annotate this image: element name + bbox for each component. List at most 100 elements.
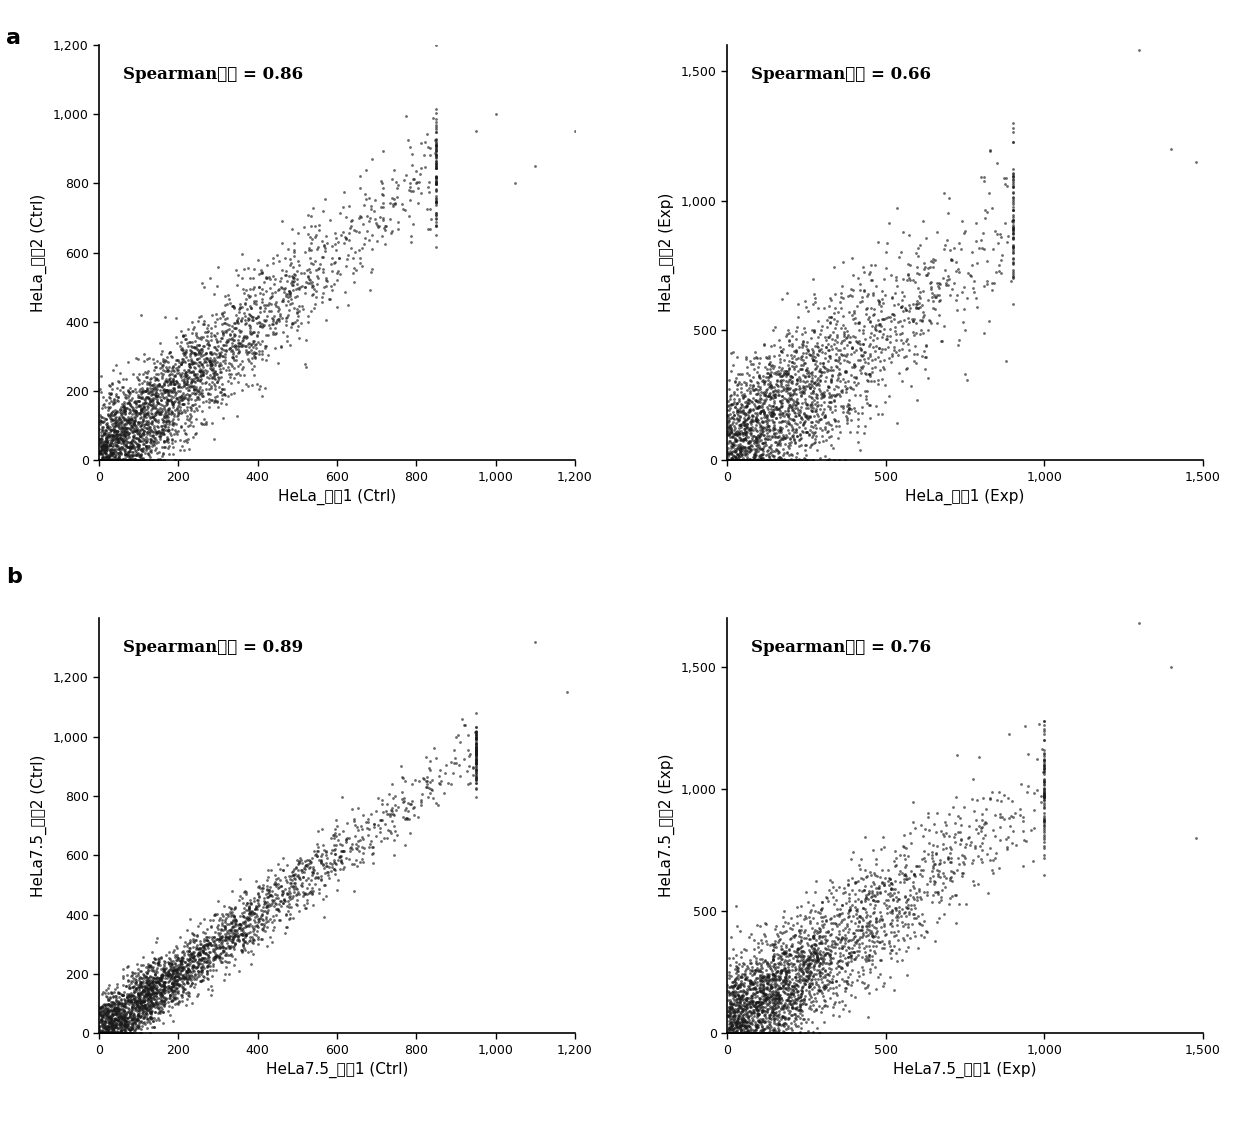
Point — [776, 990, 796, 1008]
Point — [863, 938, 883, 956]
Point — [125, 450, 145, 468]
Point — [740, 992, 760, 1010]
Point — [774, 1016, 794, 1034]
Point — [729, 1024, 749, 1042]
Point — [750, 450, 770, 468]
Point — [795, 436, 815, 454]
Point — [941, 861, 961, 879]
Point — [791, 941, 811, 959]
Point — [775, 429, 795, 447]
Point — [153, 986, 172, 1004]
Point — [140, 967, 160, 985]
Point — [361, 264, 381, 282]
Point — [776, 971, 796, 989]
Point — [773, 977, 792, 995]
Point — [154, 973, 174, 990]
Point — [754, 373, 774, 391]
Point — [151, 966, 171, 984]
Point — [95, 437, 115, 455]
Point — [727, 431, 746, 449]
Point — [138, 387, 157, 405]
Point — [791, 896, 811, 914]
Point — [200, 380, 219, 398]
Point — [224, 337, 244, 355]
Point — [205, 338, 224, 356]
Point — [91, 1024, 110, 1042]
Point — [732, 1024, 751, 1042]
Point — [805, 433, 825, 451]
Point — [748, 451, 768, 469]
Point — [141, 982, 161, 999]
Point — [774, 1024, 794, 1042]
Point — [295, 283, 315, 301]
Point — [745, 409, 765, 427]
Point — [126, 392, 146, 410]
Point — [732, 439, 751, 457]
Point — [131, 1013, 151, 1031]
Point — [401, 182, 420, 200]
Point — [222, 348, 242, 366]
Point — [466, 742, 486, 760]
Point — [126, 978, 146, 996]
Point — [781, 960, 801, 978]
Point — [258, 884, 278, 902]
Point — [193, 939, 213, 957]
Point — [92, 451, 112, 469]
Point — [750, 993, 770, 1011]
Point — [97, 451, 117, 469]
Point — [781, 389, 801, 407]
Point — [966, 837, 986, 855]
Point — [742, 960, 761, 978]
Point — [257, 351, 277, 369]
Point — [201, 360, 221, 378]
Point — [730, 973, 750, 990]
Point — [205, 947, 224, 965]
Point — [162, 967, 182, 985]
Point — [130, 1021, 150, 1039]
Point — [195, 345, 215, 363]
Point — [216, 905, 236, 923]
Point — [1130, 42, 1149, 60]
Point — [749, 1024, 769, 1042]
Point — [139, 394, 159, 412]
Point — [956, 849, 976, 867]
Point — [193, 932, 213, 950]
Point — [857, 916, 877, 934]
Point — [1003, 119, 1023, 137]
Point — [103, 445, 123, 463]
Point — [222, 298, 242, 316]
Point — [779, 439, 799, 457]
Point — [107, 449, 126, 467]
Point — [728, 451, 748, 469]
Point — [761, 979, 781, 997]
Point — [908, 292, 928, 310]
Point — [108, 451, 128, 469]
Point — [288, 867, 308, 885]
Point — [748, 399, 768, 417]
Point — [136, 985, 156, 1003]
Point — [217, 294, 237, 312]
Point — [259, 267, 279, 285]
Point — [758, 958, 777, 976]
Point — [100, 436, 120, 454]
Point — [143, 423, 162, 441]
Point — [92, 1007, 112, 1025]
Point — [122, 1019, 141, 1037]
Point — [749, 451, 769, 469]
Point — [125, 970, 145, 988]
Point — [888, 295, 908, 313]
Point — [738, 451, 758, 469]
Point — [110, 400, 130, 418]
Point — [725, 1024, 745, 1042]
Point — [295, 851, 315, 869]
Point — [150, 1002, 170, 1020]
Point — [130, 405, 150, 423]
Point — [107, 403, 126, 421]
Point — [739, 1017, 759, 1035]
Point — [776, 1015, 796, 1033]
Point — [730, 451, 750, 469]
Point — [105, 451, 125, 469]
Point — [186, 959, 206, 977]
Point — [718, 451, 738, 469]
Point — [739, 384, 759, 402]
